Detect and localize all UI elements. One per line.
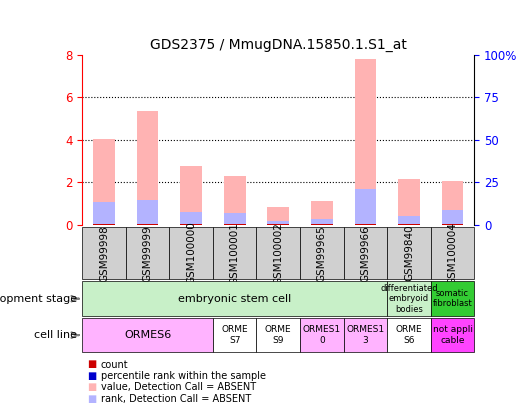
Text: ORME
S7: ORME S7 — [222, 326, 248, 345]
Bar — [169, 227, 213, 279]
Bar — [137, 200, 158, 225]
Bar — [398, 179, 420, 225]
Bar — [180, 224, 202, 225]
Bar — [300, 227, 343, 279]
Bar — [398, 224, 420, 225]
Bar — [431, 281, 474, 316]
Bar — [355, 189, 376, 225]
Bar — [180, 212, 202, 225]
Text: ORMES1
3: ORMES1 3 — [346, 326, 384, 345]
Bar — [267, 224, 289, 225]
Text: GSM99840: GSM99840 — [404, 225, 414, 281]
Text: somatic
fibroblast: somatic fibroblast — [432, 289, 472, 308]
Text: GSM100002: GSM100002 — [273, 222, 283, 285]
Text: GSM100001: GSM100001 — [229, 222, 240, 285]
Text: development stage: development stage — [0, 294, 77, 304]
Bar — [82, 318, 213, 352]
Bar — [82, 227, 126, 279]
Text: ORME
S6: ORME S6 — [396, 326, 422, 345]
Bar — [387, 227, 431, 279]
Text: ORME
S9: ORME S9 — [265, 326, 292, 345]
Bar — [257, 227, 300, 279]
Text: embryonic stem cell: embryonic stem cell — [178, 294, 292, 304]
Bar — [355, 59, 376, 225]
Text: GSM99999: GSM99999 — [143, 225, 153, 281]
Text: GSM100000: GSM100000 — [186, 222, 196, 284]
Bar — [224, 213, 245, 225]
Text: GSM99965: GSM99965 — [317, 225, 327, 281]
Bar — [387, 318, 431, 352]
Bar — [126, 227, 169, 279]
Bar — [431, 318, 474, 352]
Text: ■: ■ — [87, 382, 96, 392]
Text: GSM99998: GSM99998 — [99, 225, 109, 281]
Text: value, Detection Call = ABSENT: value, Detection Call = ABSENT — [101, 382, 256, 392]
Text: GSM99966: GSM99966 — [360, 225, 370, 281]
Title: GDS2375 / MmugDNA.15850.1.S1_at: GDS2375 / MmugDNA.15850.1.S1_at — [150, 38, 407, 52]
Text: differentiated
embryoid
bodies: differentiated embryoid bodies — [380, 284, 438, 313]
Text: count: count — [101, 360, 128, 369]
Bar — [311, 224, 333, 225]
Bar — [180, 166, 202, 225]
Text: GSM100004: GSM100004 — [447, 222, 457, 285]
Bar — [343, 318, 387, 352]
Bar — [93, 224, 115, 225]
Bar — [441, 181, 463, 225]
Bar — [441, 210, 463, 225]
Text: ORMES6: ORMES6 — [124, 330, 171, 340]
Bar — [431, 227, 474, 279]
Text: ORMES1
0: ORMES1 0 — [303, 326, 341, 345]
Text: cell line: cell line — [34, 330, 77, 340]
Text: ■: ■ — [87, 360, 96, 369]
Bar — [311, 201, 333, 225]
Text: ■: ■ — [87, 371, 96, 381]
Bar — [82, 281, 387, 316]
Text: not appli
cable: not appli cable — [432, 326, 473, 345]
Bar — [387, 281, 431, 316]
Bar — [441, 224, 463, 225]
Bar — [343, 227, 387, 279]
Bar — [93, 139, 115, 225]
Text: rank, Detection Call = ABSENT: rank, Detection Call = ABSENT — [101, 394, 251, 403]
Bar — [224, 224, 245, 225]
Bar — [300, 318, 343, 352]
Bar — [213, 227, 257, 279]
Bar — [224, 176, 245, 225]
Bar — [267, 220, 289, 225]
Bar — [257, 318, 300, 352]
Text: percentile rank within the sample: percentile rank within the sample — [101, 371, 266, 381]
Bar — [137, 111, 158, 225]
Bar — [355, 224, 376, 225]
Text: ■: ■ — [87, 394, 96, 403]
Bar — [398, 216, 420, 225]
Bar — [93, 202, 115, 225]
Bar — [311, 220, 333, 225]
Bar — [137, 224, 158, 225]
Bar — [213, 318, 257, 352]
Bar — [267, 207, 289, 225]
